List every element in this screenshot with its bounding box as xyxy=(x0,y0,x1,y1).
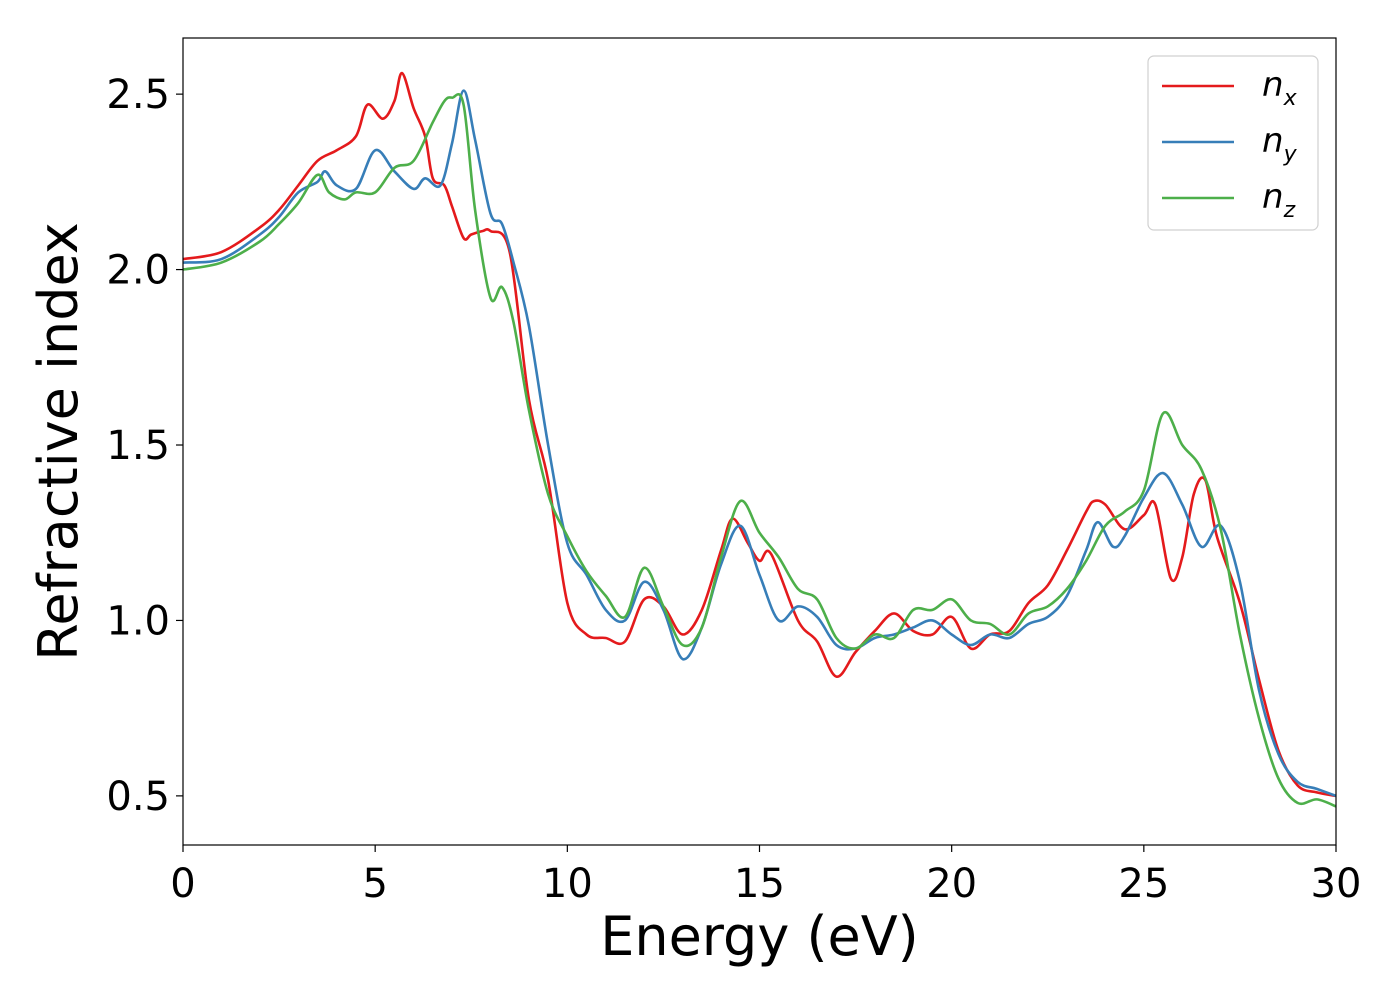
x-tick-label: 20 xyxy=(926,861,977,907)
y-tick-label: 2.5 xyxy=(106,72,170,118)
legend: nx ny nz xyxy=(1147,55,1319,231)
series-line-n-z xyxy=(183,93,1336,808)
x-tick-label: 30 xyxy=(1311,861,1362,907)
x-tick-label: 0 xyxy=(170,861,195,907)
x-tick-label: 5 xyxy=(362,861,387,907)
x-axis: 0 5 10 15 20 25 30 xyxy=(170,845,1361,907)
legend-label-n-y: ny xyxy=(1262,121,1298,167)
legend-label-n-z: nz xyxy=(1262,177,1296,223)
y-tick-label: 1.5 xyxy=(106,423,170,469)
legend-label-n-x: nx xyxy=(1262,65,1298,111)
y-tick-label: 0.5 xyxy=(106,774,170,820)
y-axis: 0.5 1.0 1.5 2.0 2.5 xyxy=(106,72,183,820)
x-axis-title: Energy (eV) xyxy=(600,905,919,968)
x-tick-label: 25 xyxy=(1118,861,1169,907)
y-tick-label: 2.0 xyxy=(106,248,170,294)
x-tick-label: 15 xyxy=(734,861,785,907)
x-tick-label: 10 xyxy=(542,861,593,907)
series-line-n-y xyxy=(183,89,1336,798)
y-tick-label: 1.0 xyxy=(106,598,170,644)
series-line-n-x xyxy=(183,71,1336,798)
series-layer xyxy=(183,71,1336,808)
y-axis-title: Refractive index xyxy=(27,222,90,661)
